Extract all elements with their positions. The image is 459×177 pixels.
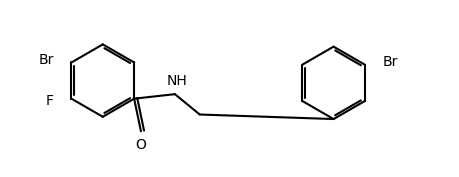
- Text: Br: Br: [382, 55, 397, 70]
- Text: NH: NH: [167, 75, 188, 88]
- Text: Br: Br: [39, 53, 54, 67]
- Text: F: F: [46, 94, 54, 108]
- Text: O: O: [135, 138, 146, 152]
